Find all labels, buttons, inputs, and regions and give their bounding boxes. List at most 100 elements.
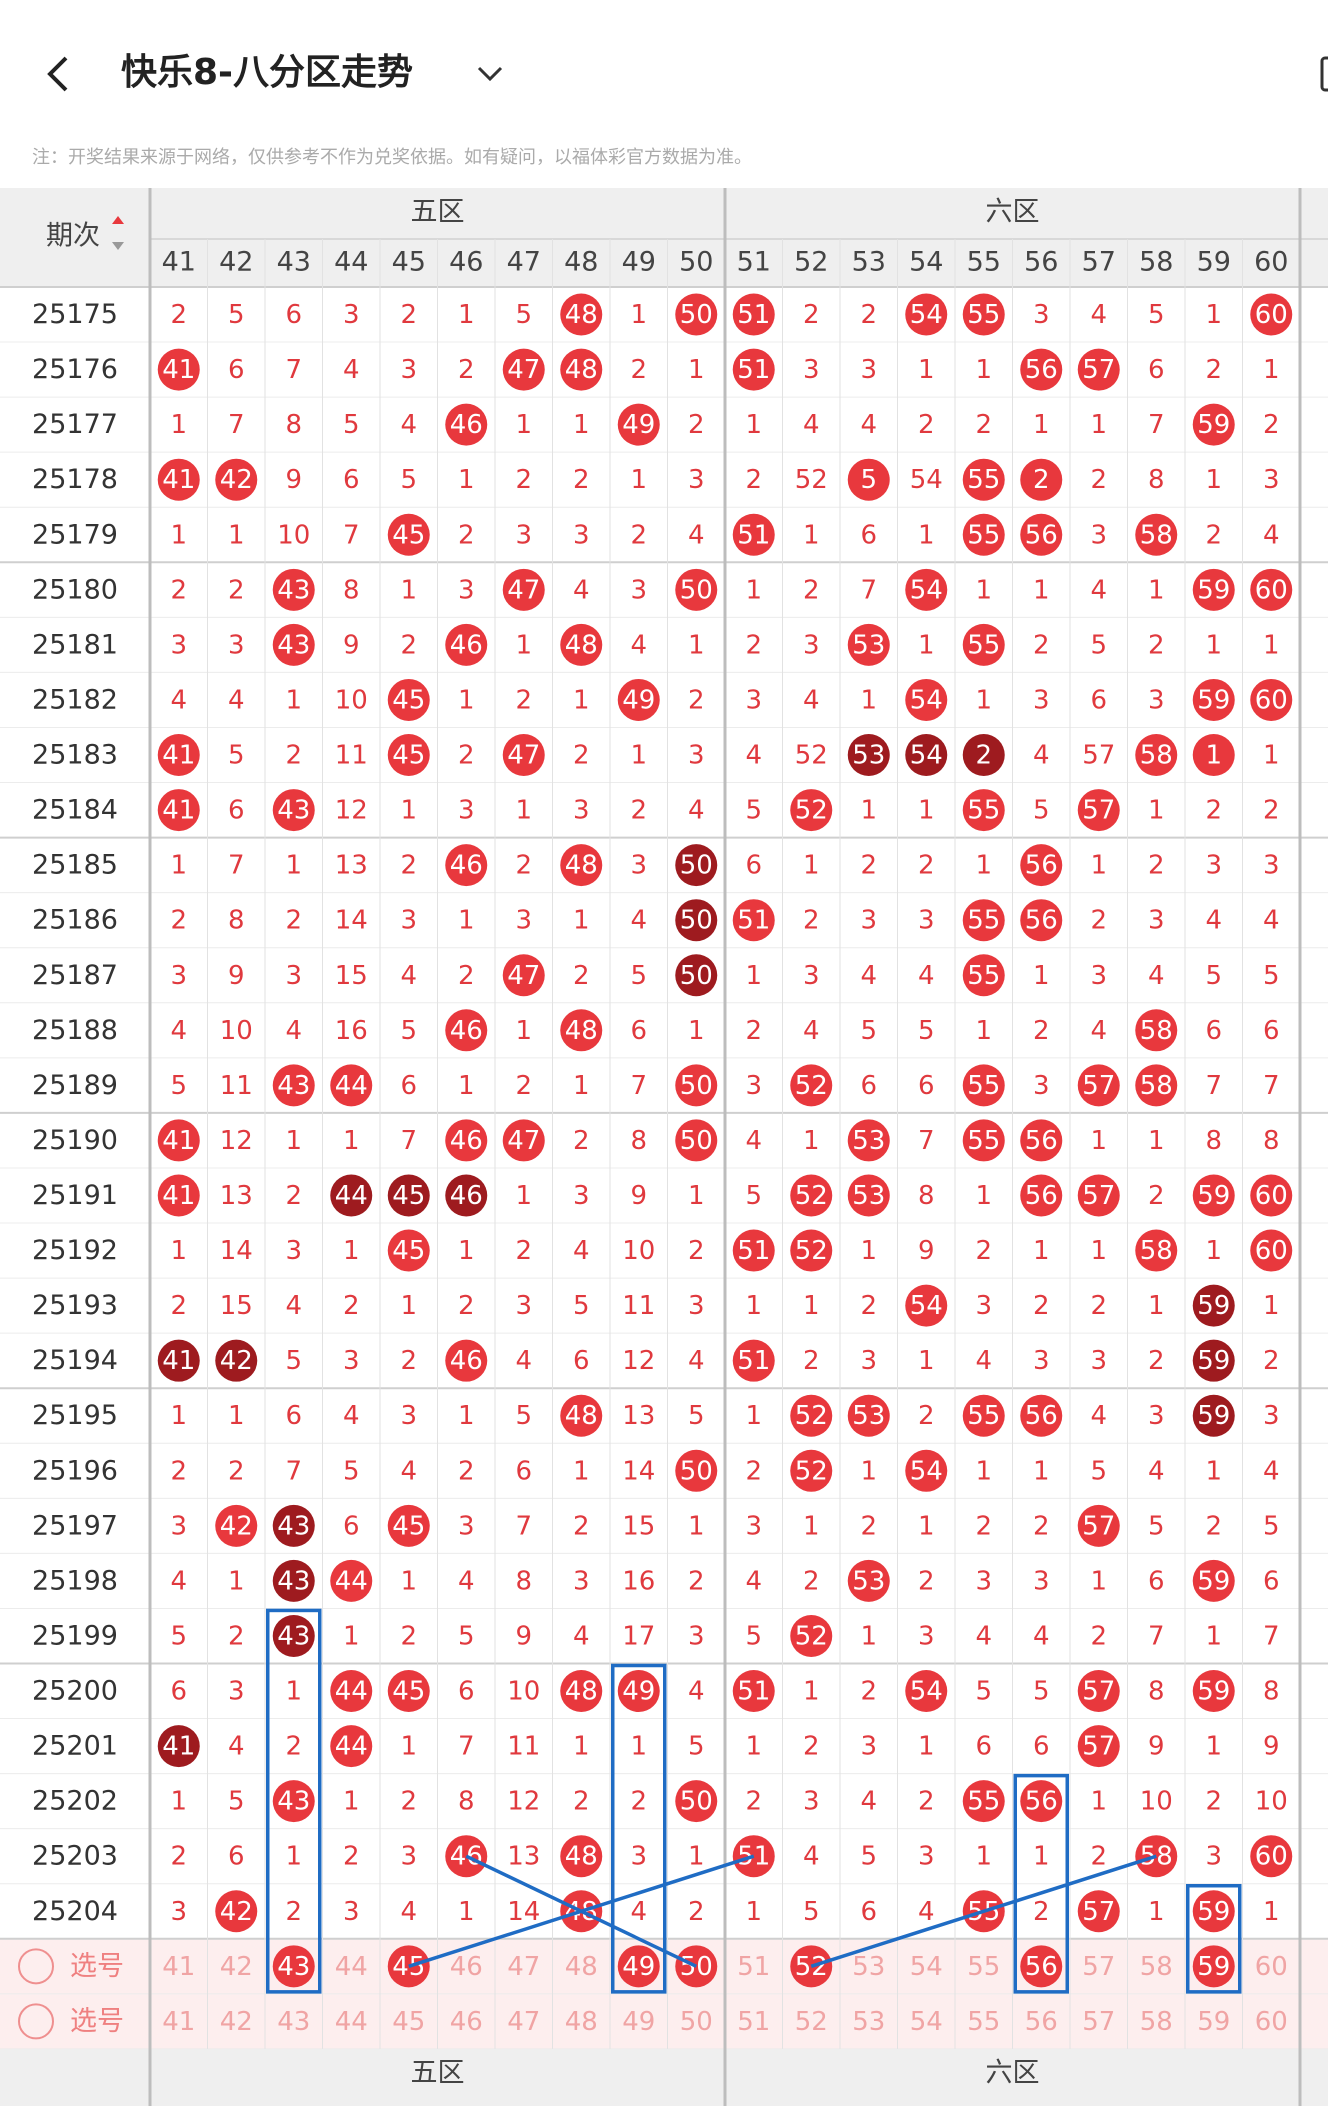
miss-count: 60 [1255,1952,1288,1982]
ball [445,1174,488,1217]
ball [905,734,948,777]
ball [560,1670,603,1713]
miss-count: 2 [515,1236,532,1266]
miss-count: 3 [400,906,417,936]
issue-number: 25192 [32,1235,118,1266]
ball [330,1064,373,1107]
miss-count: 1 [1148,575,1165,605]
miss-count: 3 [1090,961,1107,991]
miss-count: 57 [1082,741,1115,771]
ball-number: 42 [220,1346,253,1376]
miss-count: 17 [622,1621,655,1651]
miss-count: 4 [1090,1016,1107,1046]
miss-count: 2 [1263,796,1280,826]
ball-number: 50 [680,906,713,936]
ball [1135,1009,1178,1052]
miss-count: 4 [630,630,647,660]
miss-count: 1 [745,1897,762,1927]
ball-number: 55 [967,1071,1000,1101]
miss-count: 3 [228,630,245,660]
miss-count: 3 [573,1566,590,1596]
miss-count: 6 [573,1346,590,1376]
miss-count: 2 [745,1787,762,1817]
miss-count: 1 [688,1181,705,1211]
ball [962,1119,1005,1162]
miss-count: 4 [285,1016,302,1046]
miss-count: 4 [400,961,417,991]
ball-number: 2 [975,741,992,771]
miss-count: 7 [918,1126,935,1156]
miss-count: 2 [573,741,590,771]
ball-number: 59 [1197,1897,1230,1927]
zone-header: 六区 [986,197,1040,228]
ball-number: 59 [1197,1291,1230,1321]
miss-count: 3 [1033,300,1050,330]
miss-count: 4 [803,1016,820,1046]
ball [905,1670,948,1713]
miss-count: 1 [515,1181,532,1211]
ball [1192,678,1235,721]
ball-number: 52 [795,1181,828,1211]
miss-count: 3 [343,1346,360,1376]
miss-count: 10 [220,1016,253,1046]
dropdown-toggle[interactable] [477,66,503,82]
miss-count: 2 [688,1236,705,1266]
miss-count: 1 [975,1456,992,1486]
miss-count: 4 [860,961,877,991]
miss-count: 11 [335,741,368,771]
miss-count: 2 [688,685,705,715]
back-button[interactable] [47,56,68,92]
miss-count: 1 [1205,465,1222,495]
miss-count: 3 [1033,1071,1050,1101]
ball [847,1394,890,1437]
miss-count: 1 [918,630,935,660]
miss-count: 3 [745,1511,762,1541]
miss-count: 7 [630,1071,647,1101]
miss-count: 41 [162,1952,195,1982]
ball [1077,348,1120,391]
miss-count: 2 [1033,1291,1050,1321]
miss-count: 2 [860,300,877,330]
ball [847,458,890,501]
ball-number: 52 [795,1071,828,1101]
miss-count: 1 [458,1897,475,1927]
miss-count: 8 [1205,1126,1222,1156]
miss-count: 3 [630,1842,647,1872]
miss-count: 2 [630,355,647,385]
miss-count: 6 [745,851,762,881]
miss-count: 57 [1082,1952,1115,1982]
ball [790,1394,833,1437]
ball-number: 2 [1033,465,1050,495]
miss-count: 10 [277,520,310,550]
miss-count: 7 [228,851,245,881]
footer-bg [0,2048,1328,2106]
issue-number: 25177 [32,409,118,440]
miss-count: 2 [515,1071,532,1101]
miss-count: 2 [918,1566,935,1596]
issue-number: 25200 [32,1676,118,1707]
miss-count: 2 [285,1181,302,1211]
miss-count: 43 [277,2007,310,2037]
ball [1250,1229,1293,1272]
miss-count: 1 [918,796,935,826]
miss-count: 1 [1033,1456,1050,1486]
ball-number: 44 [335,1071,368,1101]
miss-count: 1 [343,1621,360,1651]
select-toggle[interactable] [18,2003,54,2040]
select-toggle[interactable] [18,1948,54,1985]
ball-number: 43 [277,1071,310,1101]
miss-count: 4 [745,1566,762,1596]
miss-count: 6 [343,465,360,495]
column-header: 59 [1197,247,1231,278]
ball [1250,1174,1293,1217]
ball-number: 51 [737,520,770,550]
ball [1077,1174,1120,1217]
menu-icon[interactable] [1320,56,1328,92]
miss-count: 2 [860,1291,877,1321]
miss-count: 6 [285,1401,302,1431]
ball-number: 59 [1197,1181,1230,1211]
ball-number: 54 [910,1456,943,1486]
miss-count: 2 [630,796,647,826]
ball [1077,1064,1120,1107]
select-label: 选号 [70,1951,124,1982]
